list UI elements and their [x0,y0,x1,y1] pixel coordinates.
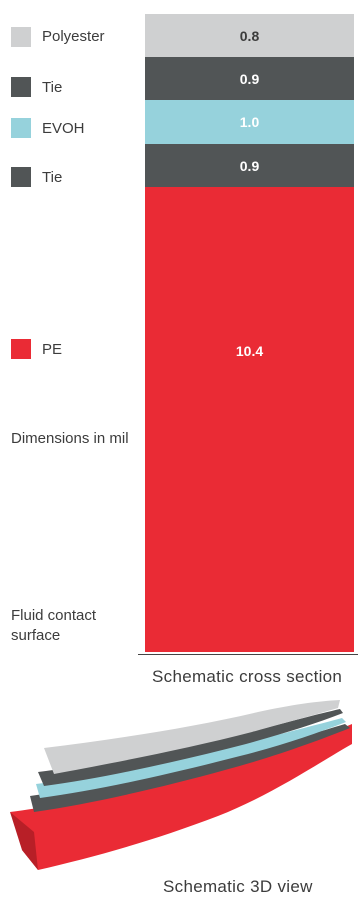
legend-label-tie-lower: Tie [42,169,63,186]
legend-label-pe: PE [42,341,63,358]
legend-swatch-polyester [11,27,31,47]
layer-polyester: 0.8 [145,14,354,57]
legend-swatch-tie-upper [11,77,31,97]
legend-swatch-tie-lower [11,167,31,187]
layer-pe-thickness: 10.4 [235,343,264,359]
polyester-layer-3d [44,700,340,774]
layer-tie-lower: 0.9 [145,144,354,187]
pe-layer-3d [10,724,352,870]
legend-label-tie-upper: Tie [42,79,63,96]
layer-polyester-thickness: 0.8 [239,27,260,44]
layer-evoh-thickness: 1.0 [239,114,260,130]
fluid-contact-line-2: surface [11,627,61,644]
legend-swatch-evoh [11,118,31,138]
layer-tie-upper: 0.9 [145,57,354,100]
layer-evoh: 1.0 [145,100,354,144]
3d-view-caption: Schematic 3D view [163,877,313,896]
schematic-3d-view [10,700,352,870]
layer-tie-upper-thickness: 0.9 [239,70,260,87]
baseline-divider [138,654,358,655]
fluid-contact-line-1: Fluid contact [11,607,97,624]
tie-upper-layer-3d [38,709,343,786]
evoh-layer-3d [36,718,346,798]
legend-label-polyester: Polyester [42,28,105,45]
cross-section-caption: Schematic cross section [152,667,343,686]
layer-pe: 10.4 [145,187,354,652]
fluid-contact-label: Fluid contact surface [11,606,96,646]
legend-swatch-pe [11,339,31,359]
legend-label-evoh: EVOH [42,120,85,137]
layer-tie-lower-thickness: 0.9 [239,157,260,174]
dimensions-note: Dimensions in mil [11,430,129,447]
